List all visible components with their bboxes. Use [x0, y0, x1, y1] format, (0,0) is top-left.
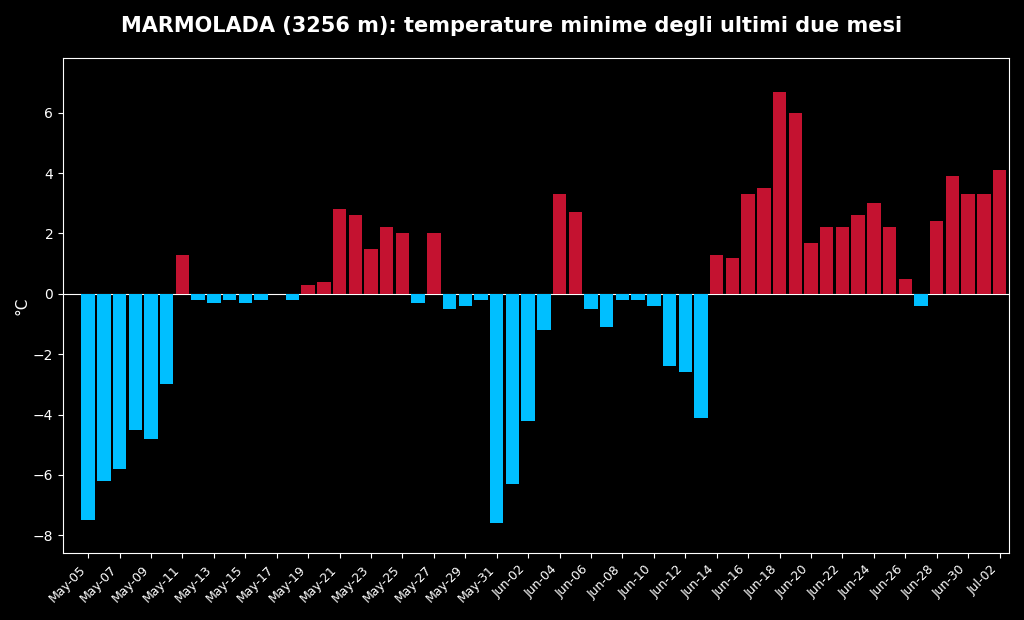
Bar [930, 221, 943, 294]
Bar [741, 194, 755, 294]
Bar [553, 194, 566, 294]
Bar [286, 294, 299, 300]
Bar [977, 194, 990, 294]
Bar [459, 294, 472, 306]
Y-axis label: °C: °C [15, 297, 30, 315]
Bar [647, 294, 660, 306]
Bar [239, 294, 252, 303]
Bar [129, 294, 142, 430]
Bar [710, 255, 723, 294]
Bar [883, 228, 896, 294]
Bar [585, 294, 598, 309]
Bar [365, 249, 378, 294]
Bar [757, 188, 770, 294]
Bar [615, 294, 629, 300]
Bar [914, 294, 928, 306]
Bar [348, 215, 361, 294]
Bar [191, 294, 205, 300]
Bar [223, 294, 237, 300]
Bar [443, 294, 457, 309]
Bar [600, 294, 613, 327]
Bar [427, 234, 440, 294]
Bar [380, 228, 393, 294]
Bar [82, 294, 95, 520]
Bar [852, 215, 865, 294]
Bar [176, 255, 189, 294]
Bar [254, 294, 267, 300]
Bar [97, 294, 111, 481]
Bar [395, 234, 410, 294]
Bar [993, 170, 1007, 294]
Bar [301, 285, 314, 294]
Bar [506, 294, 519, 484]
Bar [113, 294, 126, 469]
Bar [521, 294, 535, 420]
Bar [632, 294, 645, 300]
Bar [412, 294, 425, 303]
Bar [538, 294, 551, 330]
Bar [694, 294, 708, 418]
Bar [160, 294, 173, 384]
Bar [867, 203, 881, 294]
Bar [663, 294, 676, 366]
Bar [836, 228, 849, 294]
Bar [946, 176, 959, 294]
Bar [962, 194, 975, 294]
Bar [317, 281, 331, 294]
Bar [899, 279, 912, 294]
Bar [144, 294, 158, 439]
Bar [568, 213, 582, 294]
Bar [804, 242, 818, 294]
Bar [820, 228, 834, 294]
Text: MARMOLADA (3256 m): temperature minime degli ultimi due mesi: MARMOLADA (3256 m): temperature minime d… [122, 16, 902, 35]
Bar [726, 258, 739, 294]
Bar [333, 210, 346, 294]
Bar [207, 294, 220, 303]
Bar [788, 113, 802, 294]
Bar [490, 294, 504, 523]
Bar [679, 294, 692, 373]
Bar [773, 92, 786, 294]
Bar [474, 294, 487, 300]
